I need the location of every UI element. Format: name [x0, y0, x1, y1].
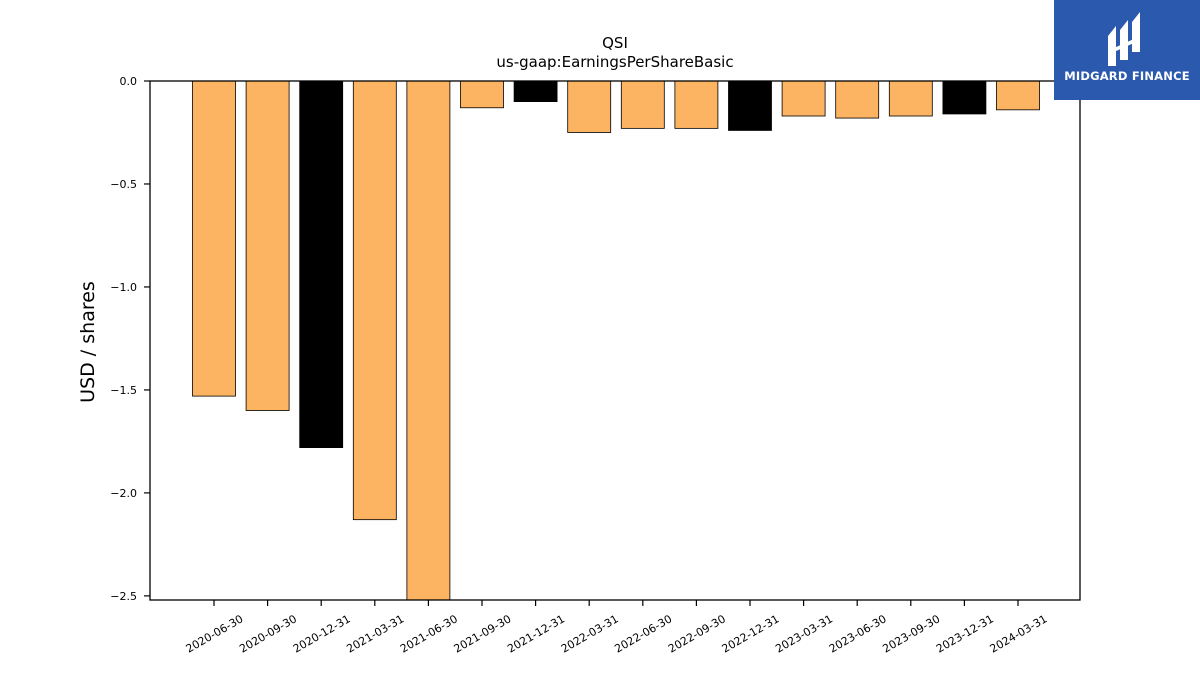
y-tick-label: −2.0	[110, 487, 137, 500]
x-tick-label: 2021-12-31	[505, 612, 567, 655]
x-tick-label: 2023-09-30	[880, 612, 942, 655]
bars-layer	[192, 80, 1040, 601]
bar-2021-09-30	[460, 80, 504, 109]
y-tick-label: −1.5	[110, 384, 137, 397]
y-ticks: 0.0 −0.5 −1.0 −1.5 −2.0 −2.5	[110, 75, 150, 603]
x-tick-label: 2021-09-30	[452, 612, 514, 655]
chart-subtitle: us-gaap:EarningsPerShareBasic	[496, 53, 733, 71]
bar-2022-09-30	[674, 80, 719, 129]
x-tick-label: 2021-06-30	[398, 612, 460, 655]
chart-title: QSI	[602, 34, 628, 52]
plot-frame	[149, 80, 1081, 601]
bar-2022-03-31	[567, 80, 612, 133]
x-tick-label: 2023-12-31	[934, 612, 996, 655]
midgard-finance-logo: MIDGARD FINANCE	[1054, 0, 1200, 100]
bar-2022-12-31	[728, 80, 772, 131]
x-tick-label: 2020-09-30	[237, 612, 299, 655]
y-tick-label: −1.0	[110, 281, 137, 294]
bar-2023-06-30	[835, 80, 880, 119]
y-tick-label: 0.0	[120, 75, 138, 88]
x-ticks: 2020-06-302020-09-302020-12-312021-03-31…	[184, 600, 1050, 656]
x-tick-label: 2021-03-31	[344, 612, 406, 655]
midgard-logo-icon	[1108, 12, 1140, 66]
x-tick-label: 2022-03-31	[559, 612, 621, 655]
bar-2021-06-30	[406, 80, 451, 601]
bar-2020-06-30	[192, 80, 236, 397]
x-tick-label: 2020-12-31	[291, 612, 353, 655]
bar-2021-03-31	[352, 80, 397, 521]
bar-2024-03-31	[996, 80, 1040, 111]
bar-2021-12-31	[513, 80, 558, 102]
bar-2023-03-31	[781, 80, 826, 117]
x-tick-label: 2022-06-30	[612, 612, 674, 655]
y-axis-label: USD / shares	[77, 281, 99, 403]
bar-2023-09-30	[888, 80, 933, 117]
x-tick-label: 2022-09-30	[666, 612, 728, 655]
bar-2020-12-31	[299, 80, 344, 448]
bar-2023-12-31	[942, 80, 987, 115]
y-tick-label: −2.5	[110, 590, 137, 603]
bar-2022-06-30	[620, 80, 665, 129]
x-tick-label: 2023-06-30	[827, 612, 889, 655]
y-tick-label: −0.5	[110, 178, 137, 191]
x-tick-label: 2020-06-30	[184, 612, 246, 655]
logo-text: MIDGARD FINANCE	[1064, 69, 1190, 83]
x-tick-label: 2024-03-31	[988, 612, 1050, 655]
x-tick-label: 2022-12-31	[720, 612, 782, 655]
bar-2020-09-30	[245, 80, 290, 411]
x-tick-label: 2023-03-31	[773, 612, 835, 655]
